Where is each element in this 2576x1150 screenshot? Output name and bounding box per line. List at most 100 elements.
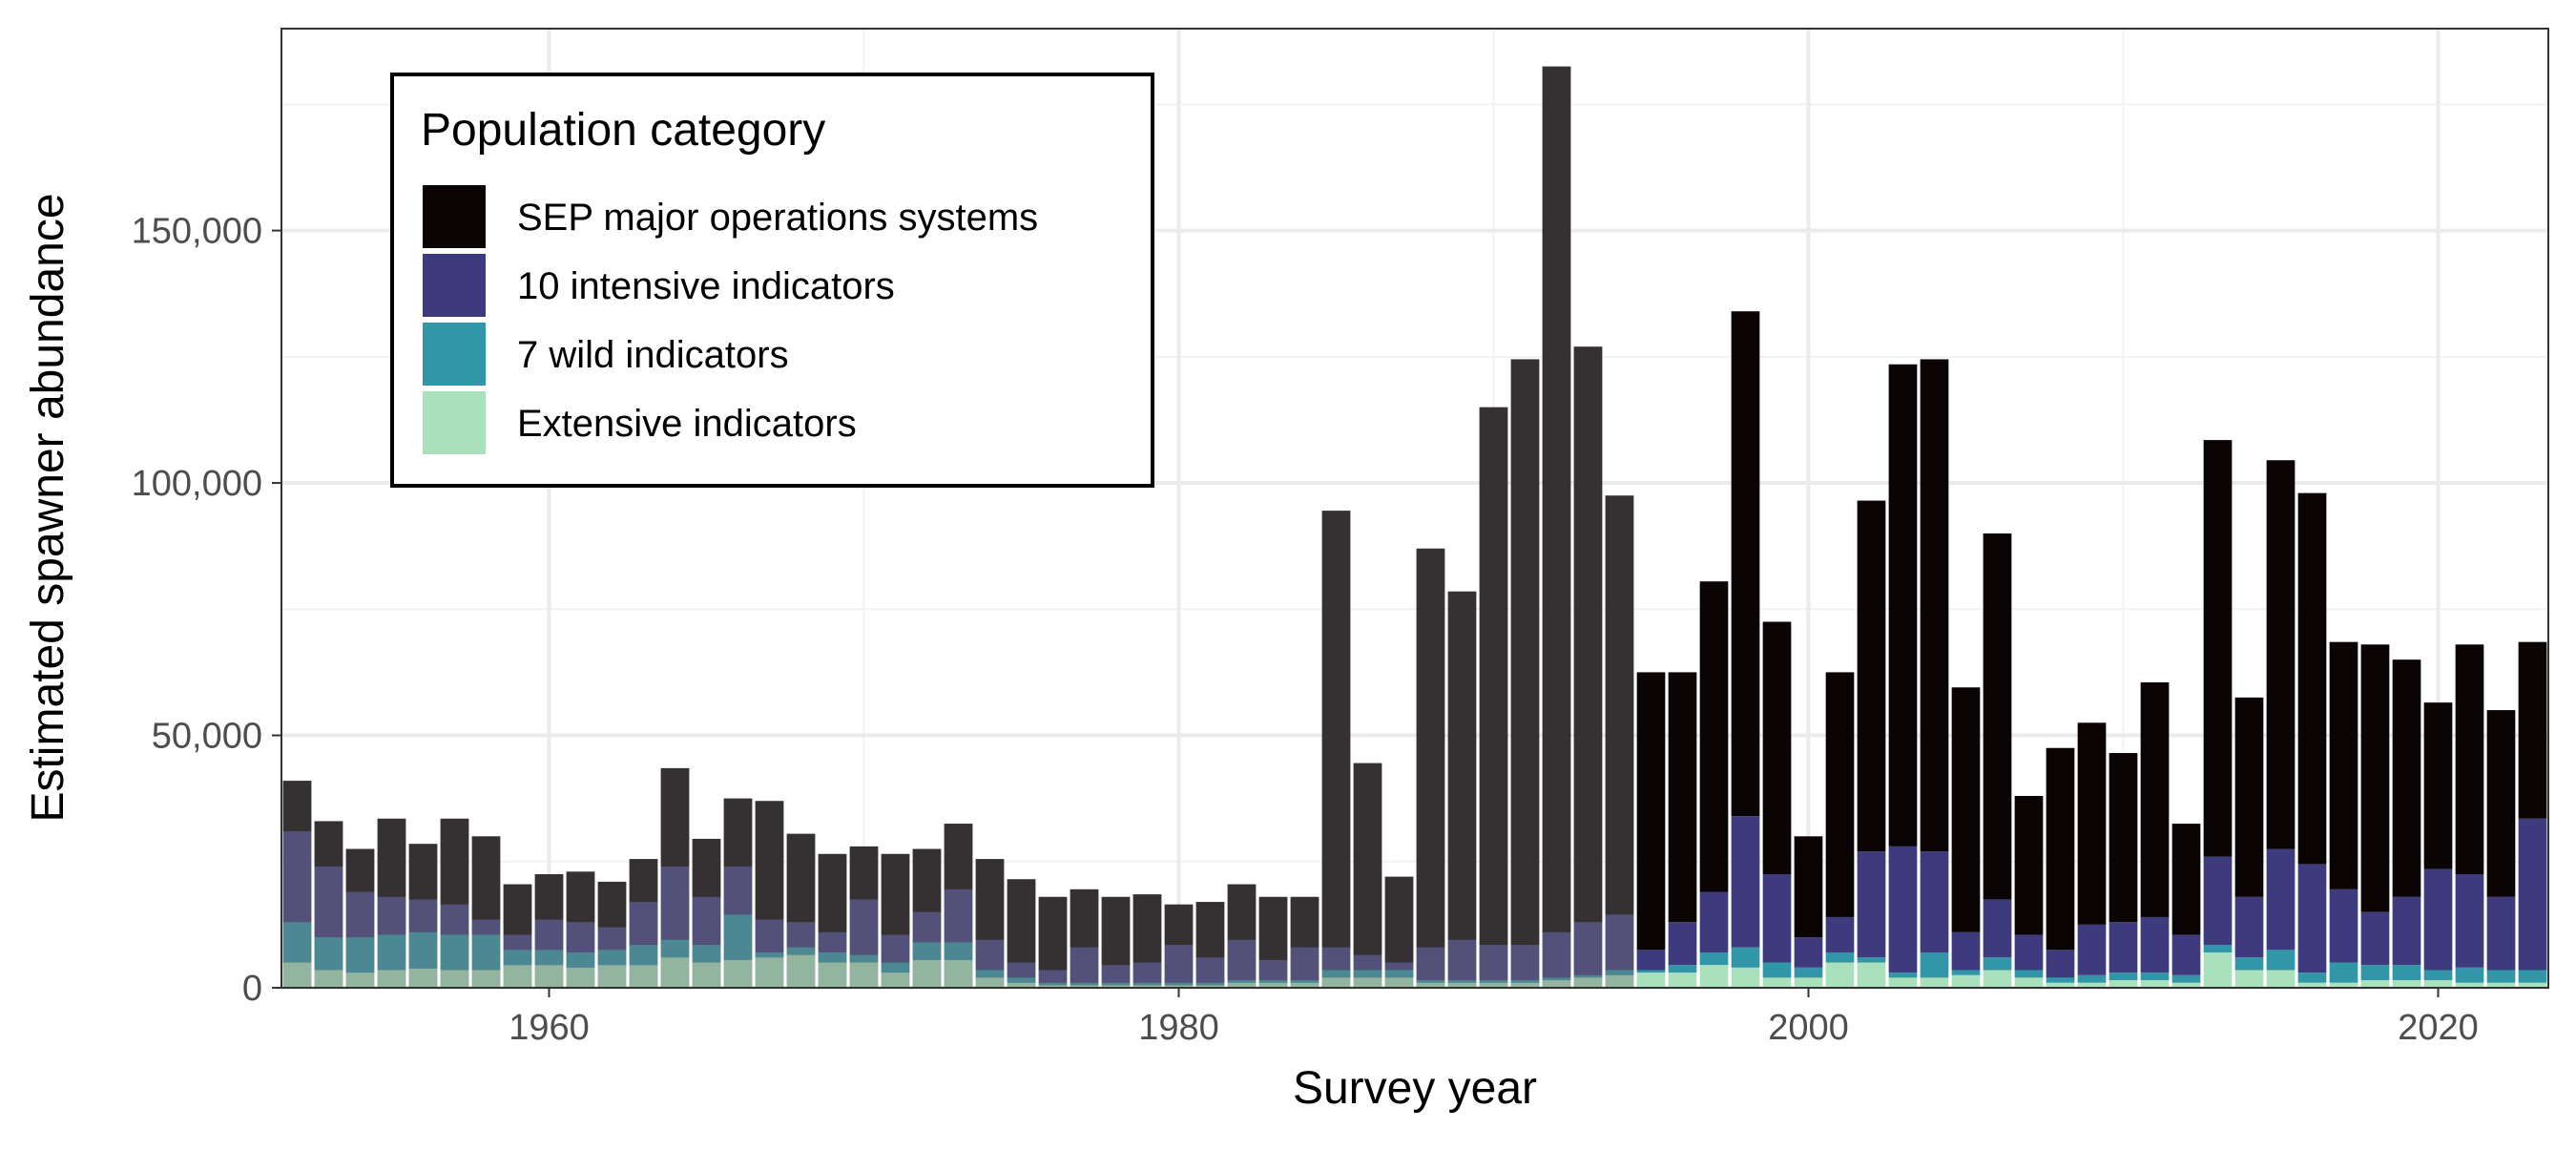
bar-segment	[471, 970, 501, 988]
bar-segment	[1762, 977, 1792, 988]
bar-segment	[1416, 982, 1445, 988]
bar-segment	[377, 896, 406, 935]
y-axis-title: Estimated spawner abundance	[23, 193, 73, 822]
bar-segment	[2234, 697, 2264, 897]
bar-segment	[1573, 922, 1603, 975]
bar-segment	[1384, 977, 1414, 988]
bar-segment	[1070, 947, 1099, 983]
bar-segment	[408, 931, 438, 969]
bar-segment	[314, 937, 343, 971]
bar-segment	[2518, 641, 2547, 819]
bar-segment	[2014, 977, 2044, 988]
bar-segment	[2203, 440, 2233, 857]
bar-segment	[1038, 970, 1068, 983]
bar-segment	[786, 833, 816, 923]
bar-segment	[1825, 962, 1855, 988]
bar-segment	[314, 867, 343, 938]
bar-segment	[1290, 947, 1319, 981]
bar-segment	[849, 846, 879, 900]
bar-segment	[2171, 824, 2201, 935]
bar-segment	[1825, 951, 1855, 963]
bar-segment	[849, 899, 879, 955]
legend-label: 10 intensive indicators	[517, 265, 895, 307]
bar-segment	[345, 937, 375, 973]
bar-segment	[2486, 982, 2516, 988]
bar-segment	[912, 959, 942, 988]
bar-segment	[818, 951, 847, 963]
bar-segment	[1290, 896, 1319, 948]
bar-segment	[1353, 977, 1382, 988]
bar-segment	[1101, 985, 1131, 988]
bar-segment	[629, 859, 658, 903]
bar-segment	[2423, 702, 2453, 869]
legend-key	[423, 391, 486, 454]
bar-segment	[692, 838, 721, 897]
bar-segment	[2360, 644, 2390, 912]
bar-segment	[2109, 753, 2138, 923]
x-tick-label: 1960	[509, 1008, 590, 1048]
bar-segment	[692, 896, 721, 946]
x-tick-label: 2000	[1768, 1008, 1849, 1048]
bar-segment	[2486, 710, 2516, 897]
bar-segment	[2455, 982, 2484, 988]
bar-segment	[597, 881, 627, 928]
bar-segment	[975, 977, 1005, 988]
bar-segment	[2266, 848, 2296, 951]
bar-segment	[2423, 970, 2453, 981]
bar-segment	[629, 902, 658, 946]
bar-segment	[1258, 982, 1288, 988]
bar-segment	[1290, 982, 1319, 988]
bar-segment	[534, 919, 564, 951]
bar-segment	[597, 965, 627, 988]
bar-segment	[2486, 896, 2516, 971]
bar-segment	[1983, 957, 2012, 971]
bar-segment	[1605, 914, 1634, 971]
bar-segment	[2140, 916, 2170, 973]
bar-segment	[2266, 950, 2296, 971]
bar-segment	[755, 919, 784, 952]
bar-segment	[471, 919, 501, 935]
axis-ticks	[272, 229, 2440, 997]
bar-segment	[1668, 922, 1697, 966]
bar-segment	[1731, 816, 1760, 948]
bar-segment	[1920, 951, 1949, 978]
bar-segment	[471, 934, 501, 971]
bar-segment	[2392, 965, 2421, 981]
bar-segment	[1447, 591, 1477, 940]
plot-panel-border	[280, 28, 2549, 989]
bar-segment	[1258, 959, 1288, 981]
bar-segment	[1007, 962, 1036, 978]
bar-segment	[345, 972, 375, 988]
bar-segment	[408, 968, 438, 988]
bar-segment	[1510, 945, 1540, 981]
bar-segment	[1195, 902, 1225, 958]
bar-segment	[2297, 864, 2327, 973]
bar-segment	[2203, 951, 2233, 988]
bar-segment	[660, 939, 690, 958]
bar-segment	[1731, 311, 1760, 817]
bar-segment	[1101, 965, 1131, 983]
bar-segment	[2046, 977, 2075, 983]
bar-segment	[629, 945, 658, 966]
bar-segment	[471, 836, 501, 920]
bar-segment	[1321, 977, 1351, 988]
bar-segment	[2046, 747, 2075, 951]
bar-segment	[440, 970, 469, 988]
bar-segment	[755, 801, 784, 920]
legend-label: SEP major operations systems	[517, 197, 1038, 239]
bar-segment	[2140, 681, 2170, 917]
bar-segment	[1983, 533, 2012, 900]
bars	[282, 66, 2547, 989]
bar-segment	[1699, 951, 1729, 966]
bar-segment	[2455, 967, 2484, 983]
bar-segment	[2109, 980, 2138, 988]
bar-segment	[1825, 672, 1855, 917]
legend: Population category SEP major operations…	[390, 73, 1154, 488]
bar-segment	[503, 934, 532, 951]
bar-segment	[1636, 950, 1666, 971]
bar-segment	[881, 962, 910, 973]
bar-segment	[1794, 836, 1823, 938]
bar-segment	[1951, 974, 1981, 988]
bar-segment	[2329, 889, 2358, 963]
